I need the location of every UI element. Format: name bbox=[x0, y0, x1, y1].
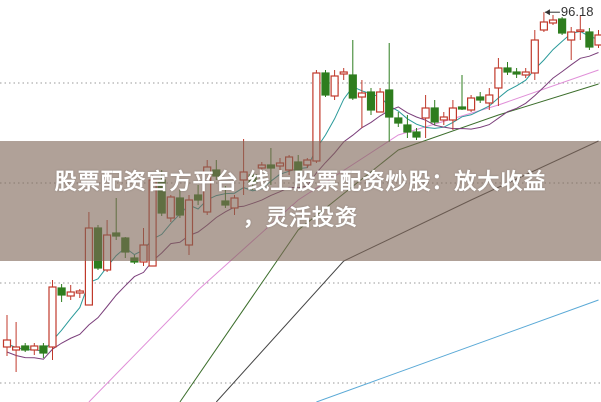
candle-body bbox=[567, 31, 576, 41]
candle bbox=[567, 27, 576, 60]
candle-body bbox=[594, 34, 601, 46]
candle bbox=[412, 128, 421, 140]
candle bbox=[530, 30, 539, 80]
candle-body bbox=[476, 96, 485, 101]
candle-body bbox=[457, 106, 467, 110]
candle-body bbox=[30, 345, 39, 351]
candle bbox=[357, 80, 366, 128]
candle-body bbox=[448, 107, 457, 121]
candle bbox=[385, 43, 394, 142]
candle bbox=[448, 100, 457, 130]
candles bbox=[2, 12, 601, 372]
candle-body bbox=[21, 345, 30, 351]
candle-body bbox=[439, 116, 448, 121]
candle-body bbox=[339, 71, 348, 75]
high-label: 96.18 bbox=[561, 4, 594, 19]
candle-body bbox=[48, 286, 57, 348]
candle-body bbox=[366, 91, 376, 111]
candle-body bbox=[75, 290, 84, 294]
candle bbox=[548, 15, 558, 25]
candle-body bbox=[394, 117, 403, 124]
candle-body bbox=[585, 31, 594, 48]
candle-body bbox=[357, 92, 366, 98]
candle-body bbox=[557, 18, 567, 34]
candle bbox=[421, 95, 430, 138]
candle-body bbox=[548, 19, 558, 24]
candle-body bbox=[503, 67, 512, 73]
candle bbox=[457, 75, 467, 110]
banner-title-line-1: 股票配资官方平台 线上股票配资炒股：放大收益 bbox=[54, 170, 547, 195]
candle-body bbox=[467, 97, 476, 111]
candle bbox=[366, 88, 376, 115]
candle bbox=[339, 68, 348, 80]
candle bbox=[321, 70, 330, 97]
candle-body bbox=[330, 75, 339, 97]
candle-body bbox=[321, 72, 330, 96]
candle-body bbox=[39, 345, 48, 354]
candle bbox=[476, 92, 485, 103]
candle-body bbox=[530, 39, 539, 74]
candle bbox=[66, 285, 75, 300]
candle bbox=[576, 15, 585, 40]
candle-body bbox=[376, 91, 385, 113]
candle bbox=[12, 322, 21, 372]
candle bbox=[512, 68, 521, 78]
candle-body bbox=[494, 67, 503, 89]
candle bbox=[48, 280, 57, 360]
candle-body bbox=[430, 107, 439, 123]
candle-body bbox=[521, 71, 530, 76]
candle-body bbox=[2, 339, 12, 348]
candle-body bbox=[412, 131, 421, 138]
candle bbox=[30, 343, 39, 355]
candle-body bbox=[57, 287, 66, 296]
candle bbox=[539, 12, 549, 32]
candle-body bbox=[66, 291, 75, 297]
candle bbox=[557, 17, 567, 35]
candle-body bbox=[385, 89, 394, 118]
candle-body bbox=[12, 346, 21, 351]
title-banner: 股票配资官方平台 线上股票配资炒股：放大收益 ，灵活投资 bbox=[0, 141, 601, 261]
candle bbox=[403, 115, 412, 138]
candle bbox=[594, 30, 601, 48]
candle bbox=[39, 343, 48, 358]
blue-ma-line bbox=[316, 299, 599, 402]
candle bbox=[585, 28, 594, 50]
candle bbox=[494, 58, 503, 106]
candle bbox=[467, 95, 476, 112]
high-marker-arrow-icon bbox=[544, 9, 550, 16]
candle-body bbox=[485, 94, 494, 104]
candle-body bbox=[576, 29, 585, 33]
candle-body bbox=[403, 124, 412, 133]
candle bbox=[21, 343, 30, 352]
candle bbox=[330, 70, 339, 100]
candle bbox=[394, 112, 403, 127]
high-marker: 96.18 bbox=[544, 4, 594, 19]
candle bbox=[57, 284, 66, 302]
candle bbox=[2, 315, 12, 356]
candle-body bbox=[421, 107, 430, 119]
candle bbox=[439, 112, 448, 125]
candle-body bbox=[512, 71, 521, 75]
candle-body bbox=[348, 74, 357, 99]
candle bbox=[348, 40, 357, 100]
candle bbox=[485, 88, 494, 110]
candle bbox=[430, 100, 439, 125]
banner-title-line-2: ，灵活投资 bbox=[242, 206, 358, 231]
candle bbox=[503, 62, 512, 75]
candle bbox=[376, 88, 385, 113]
candle bbox=[521, 68, 530, 78]
candle bbox=[75, 289, 84, 298]
candle-body bbox=[539, 21, 549, 31]
